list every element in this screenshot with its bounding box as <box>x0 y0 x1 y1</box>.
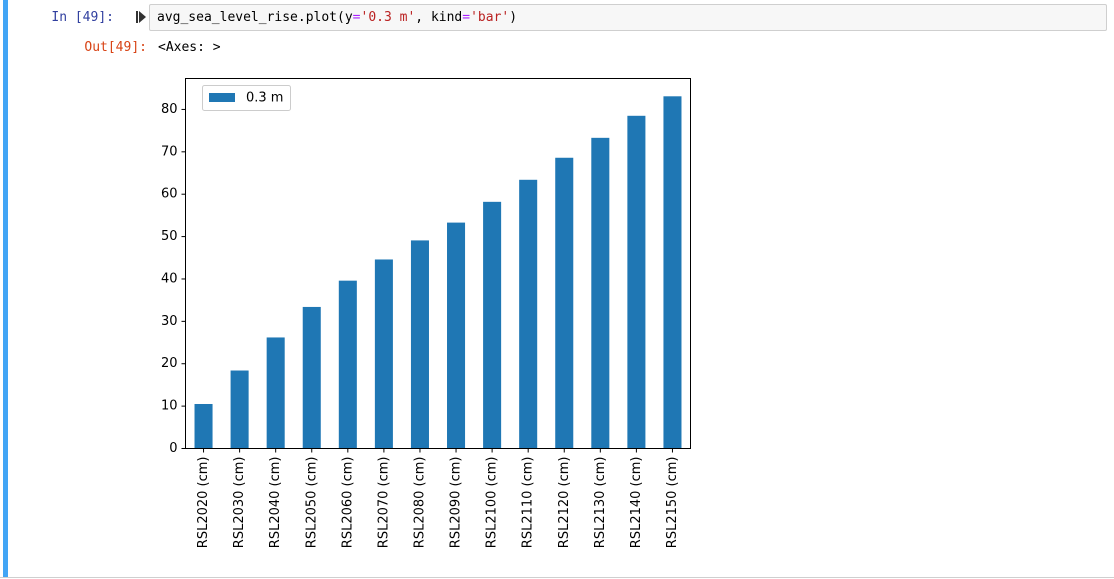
y-tick-label: 40 <box>161 271 178 286</box>
bar <box>374 259 393 449</box>
code-input[interactable]: avg_sea_level_rise.plot(y='0.3 m', kind=… <box>149 4 1107 31</box>
legend-swatch <box>209 93 235 102</box>
x-tick-label: RSL2050 (cm) <box>304 457 319 549</box>
code-token: '0.3 m' <box>360 10 416 25</box>
x-tick-label: RSL2140 (cm) <box>629 457 644 549</box>
legend: 0.3 m <box>202 85 291 111</box>
code-token: ) <box>509 10 518 25</box>
code-token: 'bar' <box>470 10 510 25</box>
bar <box>627 115 646 449</box>
bar <box>302 306 321 449</box>
x-tick-label: RSL2110 (cm) <box>521 457 536 549</box>
bar <box>483 201 502 449</box>
bar <box>194 403 213 449</box>
output-prompt: Out[49]: <box>84 40 147 55</box>
code-token: avg_sea_level_rise.plot(y <box>157 10 353 25</box>
code-token: = <box>352 10 361 25</box>
bar <box>410 240 429 449</box>
bar <box>338 280 357 449</box>
plot-area <box>185 78 691 449</box>
bar <box>447 222 466 449</box>
bar <box>663 96 682 449</box>
x-tick-label: RSL2090 (cm) <box>449 457 464 549</box>
bar <box>519 179 538 449</box>
x-tick-label: RSL2100 (cm) <box>485 457 500 549</box>
y-tick-label: 80 <box>161 102 178 117</box>
bar <box>591 137 610 449</box>
x-tick-label: RSL2130 (cm) <box>593 457 608 549</box>
bar <box>266 337 285 449</box>
y-tick-label: 70 <box>161 144 178 159</box>
y-tick-label: 20 <box>161 356 178 371</box>
legend-box <box>202 85 291 111</box>
y-tick-label: 0 <box>169 441 177 456</box>
y-tick-label: 30 <box>161 314 178 329</box>
output-text: <Axes: > <box>158 40 221 55</box>
x-tick-label: RSL2070 (cm) <box>376 457 391 549</box>
x-tick-label: RSL2150 (cm) <box>665 457 680 549</box>
y-tick-label: 50 <box>161 229 178 244</box>
x-tick-label: RSL2020 (cm) <box>196 457 211 549</box>
cell-selection-bar <box>3 0 8 577</box>
x-tick-label: RSL2030 (cm) <box>232 457 247 549</box>
code-token: = <box>462 10 471 25</box>
y-tick-label: 10 <box>161 399 178 414</box>
bar <box>230 370 249 449</box>
bar <box>555 157 574 449</box>
y-tick-label: 60 <box>161 187 178 202</box>
x-tick-label: RSL2120 (cm) <box>557 457 572 549</box>
run-cell-icon[interactable] <box>135 10 147 24</box>
input-prompt: In [49]: <box>51 10 114 25</box>
code-token: , kind <box>415 10 463 25</box>
legend-label: 0.3 m <box>246 91 283 106</box>
x-tick-label: RSL2080 (cm) <box>412 457 427 549</box>
axes-frame <box>185 78 691 449</box>
x-tick-label: RSL2040 (cm) <box>268 457 283 549</box>
x-tick-label: RSL2060 (cm) <box>340 457 355 549</box>
